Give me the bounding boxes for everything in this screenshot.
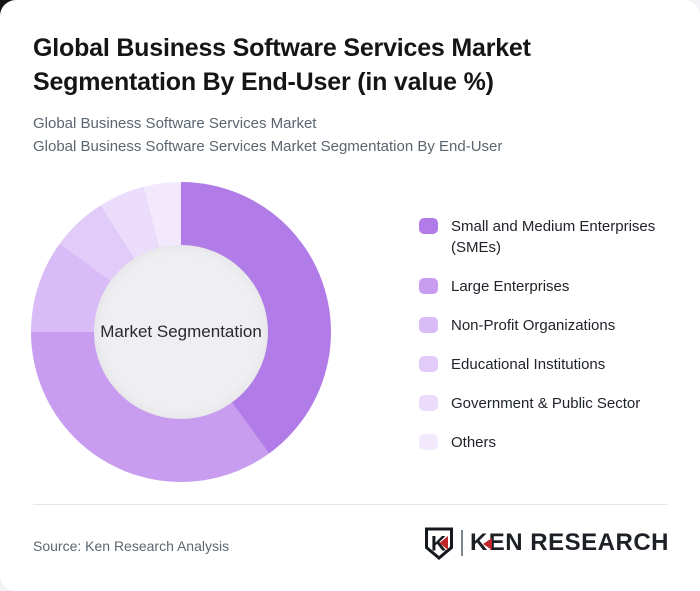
legend-label: Large Enterprises <box>451 278 570 295</box>
logo-wordmark-k: K <box>470 529 492 557</box>
legend-label: Educational Institutions <box>451 356 606 373</box>
legend-swatch <box>419 218 438 234</box>
logo-wordmark: K EN RESEARCH <box>470 529 669 557</box>
page-title: Global Business Software Services Market… <box>33 31 653 99</box>
page-title-line-1: Global Business Software Services Market <box>33 34 531 62</box>
legend-swatch <box>419 317 438 333</box>
legend-item: Small and Medium Enterprises (SMEs) <box>419 216 674 258</box>
legend-swatch <box>419 278 438 294</box>
page-title-line-2: Segmentation By End-User (in value %) <box>33 68 494 96</box>
legend-swatch <box>419 434 438 450</box>
legend-item: Others <box>419 432 674 453</box>
donut-center-label: Market Segmentation <box>100 322 262 341</box>
legend-item: Non-Profit Organizations <box>419 315 674 336</box>
svg-text:K: K <box>431 532 446 555</box>
donut-hole: Market Segmentation <box>94 245 268 419</box>
legend-item: Large Enterprises <box>419 276 674 297</box>
page-subtitle-line-1: Global Business Software Services Market <box>33 115 317 132</box>
donut-chart: Market Segmentation <box>31 182 331 482</box>
page-subtitle-line-2: Global Business Software Services Market… <box>33 138 503 155</box>
ken-research-logo: K K EN RESEARCH <box>424 527 669 560</box>
red-triangle-icon <box>482 537 492 550</box>
legend-item: Educational Institutions <box>419 354 674 375</box>
legend-swatch <box>419 395 438 411</box>
legend-item: Government & Public Sector <box>419 393 674 414</box>
legend-label: Non-Profit Organizations <box>451 317 616 334</box>
page-subtitle: Global Business Software Services Market… <box>33 112 673 158</box>
legend-label: Government & Public Sector <box>451 395 641 412</box>
legend-label: Others <box>451 434 497 451</box>
legend: Small and Medium Enterprises (SMEs) Large… <box>419 216 674 453</box>
footer-divider <box>33 504 667 505</box>
shield-k-icon: K <box>424 527 453 560</box>
legend-swatch <box>419 356 438 372</box>
logo-divider-bar <box>460 530 463 556</box>
legend-label: Small and Medium Enterprises (SMEs) <box>451 218 656 256</box>
logo-wordmark-rest: EN RESEARCH <box>488 529 669 556</box>
source-note: Source: Ken Research Analysis <box>33 538 230 554</box>
